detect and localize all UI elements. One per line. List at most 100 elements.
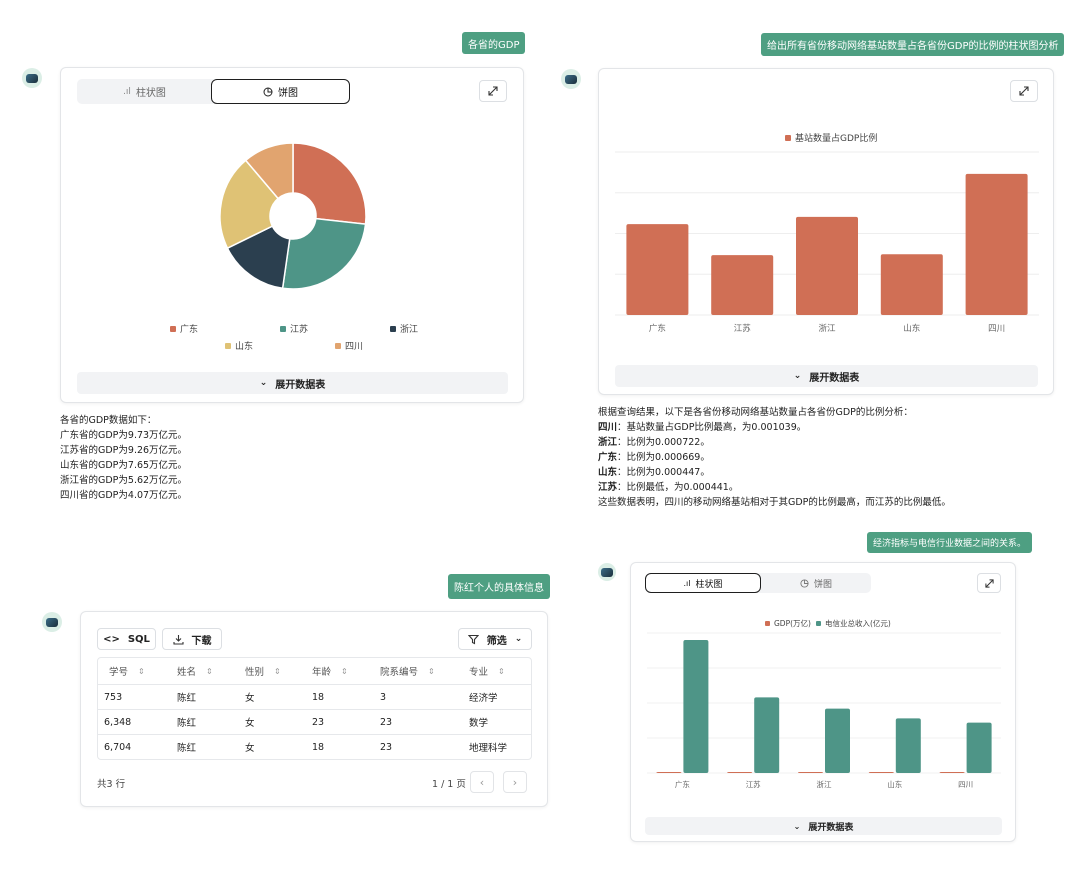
next-page-button[interactable]: › (503, 771, 527, 793)
column-header-id[interactable]: 学号 ⇕ (109, 666, 145, 679)
gdp-donut-chart (219, 142, 367, 290)
column-header-name[interactable]: 姓名 ⇕ (177, 666, 213, 679)
chevron-down-icon: ⌄ (793, 821, 801, 831)
row-count: 共3 行 (97, 779, 126, 790)
pie-slice-广东[interactable] (292, 142, 367, 225)
column-header-dept[interactable]: 院系编号 ⇕ (380, 666, 435, 679)
legend-item-telecom[interactable]: 电信业总收入(亿元) (816, 618, 891, 629)
sort-icon: ⇕ (428, 666, 435, 676)
pie-chart-icon (263, 87, 273, 96)
ratio-item: 四川：基站数量占GDP比例最高，为0.001039。 (598, 422, 807, 433)
prev-page-button[interactable]: ‹ (470, 771, 494, 793)
tab-pie-chart[interactable]: 饼图 (211, 79, 350, 104)
legend-item-ratio[interactable]: 基站数量占GDP比例 (785, 131, 877, 144)
page-info: 1 / 1 页 (432, 779, 466, 790)
table-row[interactable]: 6,704 陈红 女 18 23 地理科学 (98, 734, 531, 759)
legend-item-guangdong[interactable]: 广东 (170, 322, 198, 335)
pie-chart-icon (800, 578, 809, 588)
user-message-person: 陈红个人的具体信息 (448, 574, 550, 599)
legend-item-sichuan[interactable]: 四川 (335, 339, 363, 352)
assistant-logo-icon (26, 73, 38, 83)
bar-广东-电信业总收入(亿元)[interactable] (683, 640, 709, 773)
filter-button[interactable]: 筛选 ⌄ (458, 628, 532, 650)
tab-bar-chart[interactable]: .ıl 柱状图 (123, 86, 166, 100)
legend-item-shandong[interactable]: 山东 (225, 339, 253, 352)
fullscreen-button[interactable] (479, 80, 507, 102)
bar-广东[interactable] (626, 224, 689, 315)
ratio-bar-chart: 广东 江苏 浙江 山东 四川 (615, 151, 1039, 334)
ratio-item: 广东：比例为0.000669。 (598, 452, 710, 463)
fullscreen-button[interactable] (977, 573, 1001, 593)
x-tick-label: 山东 (887, 779, 902, 789)
bar-浙江-GDP(万亿)[interactable] (798, 772, 823, 773)
chevron-down-icon: ⌄ (793, 371, 802, 381)
assistant-avatar (42, 612, 62, 632)
bar-chart-icon: .ıl (683, 578, 691, 588)
assistant-avatar (561, 69, 581, 89)
sort-icon: ⇕ (138, 666, 145, 676)
bar-江苏-电信业总收入(亿元)[interactable] (754, 697, 780, 773)
ratio-chart-card: 基站数量占GDP比例 广东 江苏 浙江 山东 四川 ⌄ 展开数据表 (598, 68, 1054, 395)
bar-山东-GDP(万亿)[interactable] (868, 772, 894, 773)
expand-icon (1019, 86, 1029, 96)
tab-bar-chart[interactable]: .ıl 柱状图 (645, 573, 761, 593)
expand-data-table-button[interactable]: ⌄ 展开数据表 (77, 372, 508, 394)
x-tick-label: 江苏 (734, 323, 752, 334)
sort-icon: ⇕ (206, 666, 213, 676)
table-row[interactable]: 753 陈红 女 18 3 经济学 (98, 684, 531, 709)
econ-chart-card: .ıl 柱状图 饼图 GDP(万亿) 电信业总收入(亿元) 广东 江苏 浙江 山东 四川… (630, 562, 1016, 842)
bar-江苏[interactable] (711, 255, 774, 315)
x-tick-label: 山东 (903, 323, 920, 334)
user-message-econ: 经济指标与电信行业数据之间的关系。 (867, 532, 1033, 553)
pie-slice-江苏[interactable] (281, 217, 367, 290)
student-table: 学号 ⇕ 姓名 ⇕ 性别 ⇕ 年龄 ⇕ 院系编号 ⇕ 专业 ⇕ 753 陈红 女 18 3 … (97, 657, 532, 760)
code-icon: <> (103, 633, 120, 645)
bar-chart-icon: .ıl (123, 86, 131, 97)
table-row[interactable]: 6,348 陈红 女 23 23 数学 (98, 709, 531, 734)
column-header-age[interactable]: 年龄 ⇕ (312, 666, 348, 679)
bar-四川-电信业总收入(亿元)[interactable] (966, 722, 992, 773)
expand-data-table-button[interactable]: ⌄ 展开数据表 (615, 365, 1038, 387)
download-icon (172, 634, 184, 645)
x-tick-label: 四川 (988, 324, 1005, 334)
expand-icon (984, 578, 994, 588)
sort-icon: ⇕ (341, 666, 348, 676)
bar-山东[interactable] (880, 254, 943, 315)
chevron-down-icon: ⌄ (514, 634, 523, 644)
download-button[interactable]: 下载 (162, 628, 222, 650)
column-header-major[interactable]: 专业 ⇕ (469, 666, 505, 679)
ratio-item: 山东：比例为0.000447。 (598, 467, 710, 478)
student-table-card: <> SQL 下载 筛选 ⌄ 学号 ⇕ 姓名 ⇕ 性别 ⇕ 年龄 ⇕ 院系编号 ⇕ 专业 ⇕… (80, 611, 548, 807)
gdp-answer-text: 各省的GDP数据如下： 广东省的GDP为9.73万亿元。 江苏省的GDP为9.2… (60, 415, 188, 501)
fullscreen-button[interactable] (1010, 80, 1038, 102)
expand-data-table-button[interactable]: ⌄ 展开数据表 (645, 817, 1002, 835)
legend-item-gdp[interactable]: GDP(万亿) (765, 618, 811, 629)
bar-四川[interactable] (965, 173, 1028, 315)
x-tick-label: 四川 (958, 780, 973, 789)
x-tick-label: 浙江 (818, 323, 836, 334)
ratio-answer-text: 根据查询结果，以下是各省份移动网络基站数量占各省份GDP的比例分析： 四川：基站… (598, 407, 951, 508)
x-tick-label: 江苏 (746, 779, 761, 789)
x-tick-label: 浙江 (817, 779, 832, 789)
legend-item-zhejiang[interactable]: 浙江 (390, 322, 418, 335)
assistant-logo-icon (46, 617, 58, 627)
assistant-logo-icon (565, 74, 577, 84)
bar-山东-电信业总收入(亿元)[interactable] (895, 718, 921, 773)
chevron-down-icon: ⌄ (259, 378, 268, 388)
pie-slice-四川[interactable] (244, 142, 294, 200)
tab-pie-chart[interactable]: 饼图 (761, 573, 871, 593)
sql-button[interactable]: <> SQL (97, 628, 156, 650)
expand-icon (488, 86, 498, 96)
bar-浙江[interactable] (796, 216, 858, 315)
bar-浙江-电信业总收入(亿元)[interactable] (825, 708, 850, 773)
filter-icon (467, 634, 479, 644)
ratio-item: 江苏：比例最低，为0.000441。 (598, 482, 739, 493)
column-header-gender[interactable]: 性别 ⇕ (245, 666, 281, 679)
bar-广东-GDP(万亿)[interactable] (656, 772, 682, 773)
user-message-ratio: 给出所有省份移动网络基站数量占各省份GDP的比例的柱状图分析 (761, 33, 1065, 56)
bar-四川-GDP(万亿)[interactable] (939, 772, 965, 773)
legend-item-jiangsu[interactable]: 江苏 (280, 322, 308, 335)
table-header-row: 学号 ⇕ 姓名 ⇕ 性别 ⇕ 年龄 ⇕ 院系编号 ⇕ 专业 ⇕ (98, 658, 531, 684)
chart-type-toggle: .ıl 柱状图 饼图 (645, 573, 871, 593)
bar-江苏-GDP(万亿)[interactable] (727, 772, 753, 773)
